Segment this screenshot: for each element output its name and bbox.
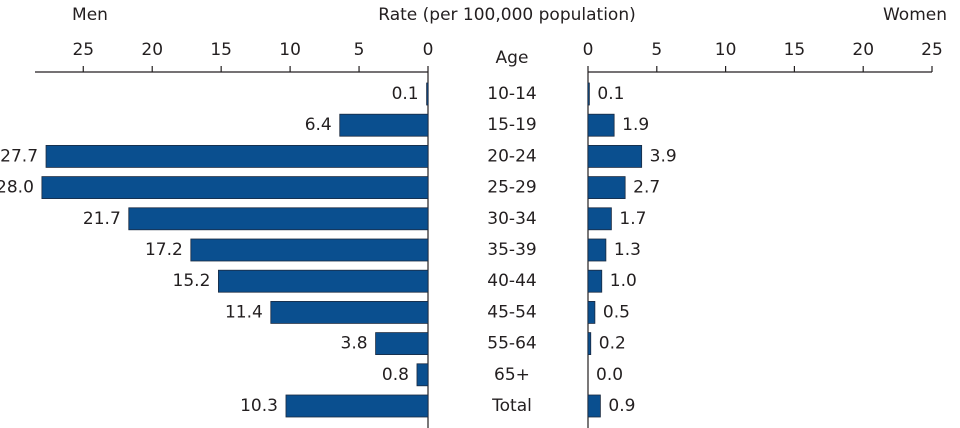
category-label: 10-14	[487, 84, 536, 104]
bar	[587, 394, 601, 418]
value-label: 1.3	[614, 240, 641, 260]
bar	[426, 82, 429, 106]
value-label: 1.0	[610, 271, 637, 291]
value-label: 15.2	[173, 271, 211, 291]
value-label: 0.5	[603, 302, 630, 322]
value-label: 10.3	[240, 396, 278, 416]
category-label: 40-44	[487, 271, 536, 291]
bar	[270, 300, 429, 324]
bar	[416, 363, 429, 387]
value-label: 2.7	[633, 178, 660, 198]
category-label: 35-39	[487, 240, 536, 260]
series-name: Men	[72, 5, 108, 25]
x-tick-label: 15	[784, 40, 806, 60]
chart-title: Rate (per 100,000 population)	[378, 5, 635, 25]
category-label: 25-29	[487, 178, 536, 198]
category-label: 30-34	[487, 209, 536, 229]
x-tick-label: 0	[583, 40, 594, 60]
category-label: Total	[491, 396, 532, 416]
x-tick-label: 25	[72, 40, 94, 60]
value-label: 1.9	[622, 115, 649, 135]
bar	[587, 113, 615, 137]
x-tick-label: 5	[651, 40, 662, 60]
category-label: 65+	[494, 365, 530, 385]
category-label: 20-24	[487, 146, 536, 166]
x-tick-label: 25	[921, 40, 943, 60]
bar	[587, 269, 603, 293]
x-tick-label: 5	[354, 40, 365, 60]
bar	[190, 238, 429, 262]
value-label: 27.7	[0, 146, 38, 166]
bar	[128, 207, 429, 231]
value-label: 1.7	[619, 209, 646, 229]
category-label: 55-64	[487, 334, 536, 354]
value-label: 0.9	[608, 396, 635, 416]
value-label: 3.8	[341, 334, 368, 354]
x-tick-label: 10	[715, 40, 737, 60]
bar	[587, 176, 626, 200]
bar	[587, 300, 596, 324]
bar	[285, 394, 429, 418]
value-label: 0.1	[597, 84, 624, 104]
value-label: 0.0	[596, 365, 623, 385]
category-label: 15-19	[487, 115, 536, 135]
x-tick-label: 20	[141, 40, 163, 60]
value-label: 0.8	[382, 365, 409, 385]
value-label: 6.4	[305, 115, 332, 135]
bar	[339, 113, 429, 137]
category-label: 45-54	[487, 302, 536, 322]
value-label: 17.2	[145, 240, 183, 260]
value-label: 0.1	[392, 84, 419, 104]
x-tick-label: 15	[210, 40, 232, 60]
value-label: 11.4	[225, 302, 263, 322]
bar	[45, 144, 429, 168]
value-label: 3.9	[650, 146, 677, 166]
bar	[375, 332, 429, 356]
bar	[587, 82, 590, 106]
bar	[41, 176, 429, 200]
value-label: 21.7	[83, 209, 121, 229]
x-tick-label: 10	[279, 40, 301, 60]
bar	[587, 144, 643, 168]
x-tick-label: 0	[423, 40, 434, 60]
category-axis-title: Age	[496, 48, 529, 68]
series-name: Women	[883, 5, 947, 25]
bar	[587, 207, 612, 231]
bar	[587, 332, 592, 356]
value-label: 0.2	[599, 334, 626, 354]
value-label: 28.0	[0, 178, 34, 198]
bar	[217, 269, 429, 293]
bar	[587, 238, 607, 262]
x-tick-label: 20	[852, 40, 874, 60]
